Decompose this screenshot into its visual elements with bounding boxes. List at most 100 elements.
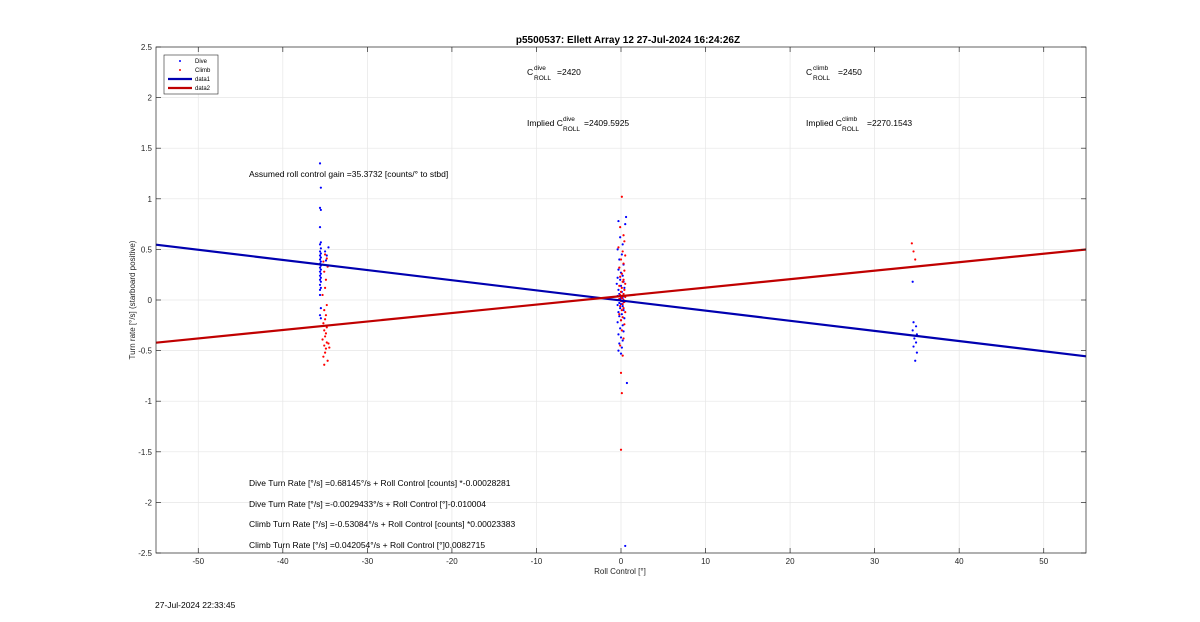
- y-tick-label: -2.5: [138, 549, 152, 558]
- x-tick-label: 0: [619, 557, 624, 566]
- climb-point: [620, 392, 623, 395]
- climb-point: [324, 314, 328, 317]
- climb-point: [324, 332, 328, 335]
- climb-point: [619, 304, 622, 308]
- data1-fit-line: [155, 243, 1087, 358]
- dive-point: [319, 208, 322, 212]
- dive-point: [318, 226, 322, 229]
- climb-point: [620, 272, 623, 275]
- c-climb-base: C: [806, 67, 812, 77]
- climb-point: [621, 280, 624, 283]
- climb-point: [326, 359, 329, 362]
- climb-point: [325, 303, 328, 307]
- dive-point: [620, 346, 623, 349]
- implied-dive-value: =2409.5925: [584, 118, 629, 128]
- c-dive-base: C: [527, 67, 533, 77]
- dive-point: [318, 243, 322, 246]
- legend-climb-marker: [179, 69, 181, 71]
- dive-point: [623, 317, 626, 320]
- implied-dive-sup: dive: [563, 116, 575, 123]
- dive-point: [319, 276, 322, 279]
- implied-dive-sub: ROLL: [563, 126, 580, 133]
- y-tick-label: -0.5: [138, 347, 152, 356]
- dive-point: [318, 314, 322, 317]
- legend-data2-label: data2: [195, 86, 211, 92]
- climb-point: [621, 316, 624, 319]
- fit-lines: [155, 243, 1087, 358]
- dive-point: [319, 256, 322, 259]
- dive-point: [623, 286, 626, 289]
- dive-point: [319, 280, 322, 283]
- climb-point: [322, 355, 325, 358]
- climb-point: [622, 262, 625, 265]
- climb-point: [619, 319, 623, 322]
- dive-point: [619, 306, 622, 310]
- dive-point: [319, 241, 322, 244]
- dive-point: [624, 223, 627, 226]
- x-tick-label: 20: [786, 557, 795, 566]
- dive-point: [621, 274, 624, 277]
- dive-point: [318, 278, 322, 281]
- dive-point: [616, 303, 619, 307]
- dive-point: [621, 304, 624, 308]
- climb-point: [323, 344, 326, 347]
- climb-point: [325, 341, 328, 344]
- dive-point: [318, 258, 322, 261]
- dive-point: [319, 317, 322, 320]
- dive-point: [911, 280, 914, 283]
- climb-point: [619, 275, 622, 278]
- dive-point: [618, 301, 621, 305]
- y-tick-label: -1.5: [138, 448, 152, 457]
- climb-point: [621, 250, 624, 253]
- annotation-implied-dive: Implied C dive ROLL =2409.5925: [527, 116, 629, 133]
- dive-point: [318, 250, 322, 253]
- dive-point: [619, 352, 623, 355]
- x-tick-label: -10: [531, 557, 543, 566]
- dive-point: [625, 381, 629, 385]
- dive-point: [618, 315, 621, 318]
- dive-point: [913, 337, 916, 340]
- implied-climb-prefix: Implied C: [806, 118, 842, 128]
- dive-point: [318, 254, 322, 257]
- dive-point: [624, 215, 628, 219]
- y-tick-label: 0: [148, 296, 153, 305]
- x-axis-label: Roll Control [°]: [594, 567, 646, 576]
- climb-point: [327, 342, 330, 345]
- climb-point: [325, 257, 328, 260]
- c-climb-sub: ROLL: [813, 75, 830, 82]
- implied-climb-sub: ROLL: [842, 126, 859, 133]
- climb-point: [624, 282, 627, 285]
- x-tick-label: -40: [277, 557, 289, 566]
- dive-point: [620, 253, 623, 256]
- dive-point: [914, 341, 918, 344]
- climb-point: [618, 313, 621, 316]
- climb-point: [328, 346, 331, 349]
- climb-point: [621, 302, 624, 306]
- dive-point: [319, 260, 322, 263]
- x-tick-label: 30: [870, 557, 879, 566]
- dive-point: [619, 302, 623, 306]
- climb-point: [323, 363, 326, 366]
- climb-point: [321, 338, 324, 341]
- climb-point: [322, 322, 325, 325]
- y-tick-label: -1: [145, 397, 153, 406]
- dive-point: [318, 288, 322, 291]
- climb-point: [323, 286, 327, 289]
- y-axis-label: Turn rate [°/s] (starboard positive): [128, 240, 137, 359]
- dive-point: [911, 329, 914, 332]
- dive-point: [617, 349, 620, 352]
- dive-point: [616, 321, 619, 324]
- y-tick-label: 1: [148, 195, 153, 204]
- climb-point: [620, 309, 623, 312]
- climb-point: [325, 326, 328, 329]
- climb-point: [912, 250, 915, 253]
- dive-point: [619, 327, 622, 330]
- implied-climb-value: =2270.1543: [867, 118, 912, 128]
- climb-point: [620, 195, 623, 198]
- climb-point: [323, 329, 326, 332]
- plot-area: -50 -40 -30 -20 -10 0 10 20 30 40 50 -2.5-2-1.5-1-…: [138, 43, 1087, 566]
- c-dive-value: =2420: [557, 67, 581, 77]
- x-tick-label: -30: [362, 557, 374, 566]
- dive-point: [622, 309, 625, 312]
- legend-dive-label: Dive: [195, 59, 208, 65]
